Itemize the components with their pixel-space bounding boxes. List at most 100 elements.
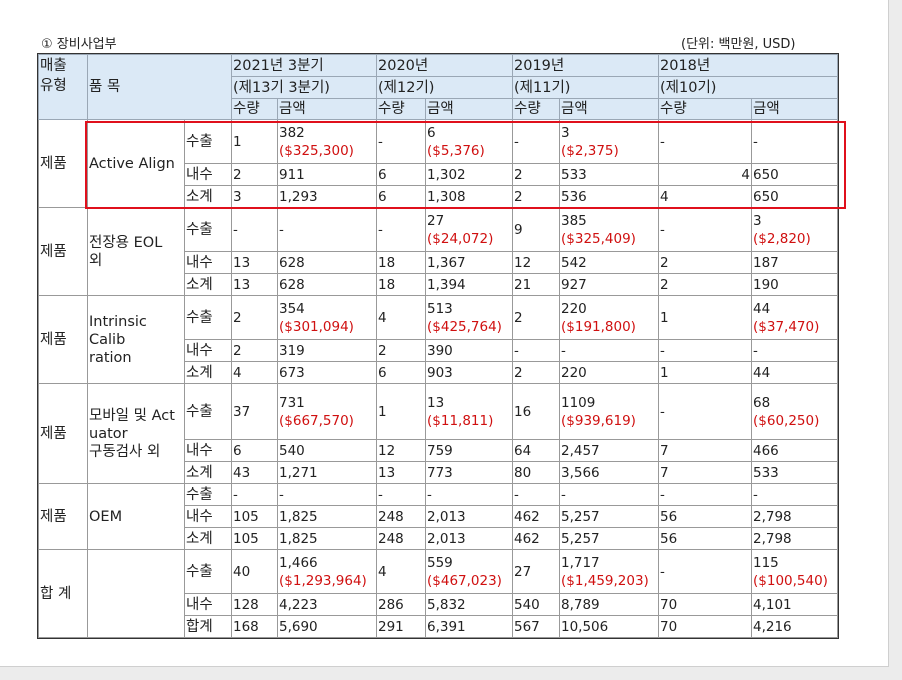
value-cell: 18 [376,273,426,296]
value-text: 21 [514,276,532,293]
value-text: - [561,342,566,359]
value-cell: 291 [376,615,426,638]
value-text: 462 [514,530,540,547]
section-title: ① 장비사업부 [41,37,117,52]
usd-amount-text: ($301,094) [279,318,354,335]
value-text: 10,506 [561,618,609,635]
value-cell: 536 [559,185,659,208]
value-text: 1 [660,309,669,326]
value-text: 18 [378,254,396,271]
value-cell: 2 [512,185,560,208]
value-text: 927 [561,276,587,293]
value-cell: - [231,483,278,506]
row-kind-cell: 수출 [184,383,232,440]
value-text: 4 [378,563,387,580]
value-cell: 105 [231,505,278,528]
usd-amount-text: ($1,459,203) [561,572,649,589]
value-cell: - [376,119,426,164]
value-cell: 5,257 [559,527,659,550]
row-kind-cell: 수출 [184,207,232,252]
value-cell: 2,798 [751,505,838,528]
value-text: 64 [514,442,532,459]
value-text: 2 [233,309,242,326]
value-cell: 3 ($2,375) [559,119,659,164]
row-kind-cell: 내수 [184,339,232,362]
header-period-year: 2018년 [658,54,838,77]
value-cell: 64 [512,439,560,462]
value-cell: 3 ($2,820) [751,207,838,252]
value-cell: - [751,339,838,362]
value-text: 7 [660,464,669,481]
value-cell: 44 ($37,470) [751,295,838,340]
value-text: 533 [561,166,587,183]
table-row: 내수 128 4,223 286 5,832 540 8,789 70 4,101 [39,593,838,616]
value-cell: 5,257 [559,505,659,528]
scrollbar-horizontal[interactable] [0,667,902,680]
value-cell: - [376,483,426,506]
value-text: 466 [753,442,779,459]
value-cell: 673 [277,361,377,384]
header-amount: 금액 [559,98,659,120]
value-text: 773 [427,464,453,481]
value-text: 390 [427,342,453,359]
value-cell: 13 [231,251,278,274]
value-cell: 559 ($467,023) [425,549,513,594]
usd-amount-text: ($325,300) [279,142,354,159]
value-text: 385 [561,212,587,229]
value-text: 513 [427,300,453,317]
row-kind-cell: 내수 [184,251,232,274]
value-cell: 1,302 [425,163,513,186]
value-cell: 4 [376,295,426,340]
header-period-term: (제11기) [512,76,659,99]
value-cell: 540 [277,439,377,462]
value-text: 105 [233,530,259,547]
value-text: 5,257 [561,508,600,525]
value-cell: - [658,383,752,440]
value-cell: 5,690 [277,615,377,638]
value-cell: 319 [277,339,377,362]
value-text: 2 [514,188,523,205]
header-sales-type: 매출 유형 [38,54,88,120]
value-text: 1,717 [561,554,600,571]
value-cell: 6,391 [425,615,513,638]
sales-table: 매출 유형 품 목 2021년 3분기 2020년 2019년 2018년 (제13기 3분… [37,53,839,639]
value-text: - [233,486,238,503]
table-row: 내수 105 1,825 248 2,013 462 5,257 56 2,798 [39,505,838,528]
value-text: 731 [279,394,305,411]
value-text: 6 [233,442,242,459]
value-cell: - [658,207,752,252]
value-cell: 2,798 [751,527,838,550]
value-text: 1109 [561,394,596,411]
value-text: 70 [660,596,678,613]
value-cell: - [559,483,659,506]
value-text: 2 [514,364,523,381]
scrollbar-vertical[interactable] [889,0,902,680]
value-cell: - [376,207,426,252]
value-cell: 70 [658,615,752,638]
value-text: - [660,486,665,503]
value-text: - [378,133,383,150]
value-text: 12 [378,442,396,459]
value-cell: - [277,207,377,252]
value-text: 220 [561,364,587,381]
value-cell: - [425,483,513,506]
value-cell: 27 [512,549,560,594]
value-cell: 6 ($5,376) [425,119,513,164]
value-text: 248 [378,508,404,525]
value-cell: 56 [658,527,752,550]
sales-type-cell: 제품 [38,207,88,296]
value-text: 168 [233,618,259,635]
value-text: 4,223 [279,596,318,613]
value-cell: 759 [425,439,513,462]
value-text: 18 [378,276,396,293]
value-cell: 40 [231,549,278,594]
value-cell: 1,293 [277,185,377,208]
value-cell: - [512,483,560,506]
value-cell: 6 [376,185,426,208]
value-text: 533 [753,464,779,481]
value-text: 1,825 [279,508,318,525]
usd-amount-text: ($24,072) [427,230,494,247]
value-cell: 911 [277,163,377,186]
value-cell: 44 [751,361,838,384]
value-cell: 187 [751,251,838,274]
